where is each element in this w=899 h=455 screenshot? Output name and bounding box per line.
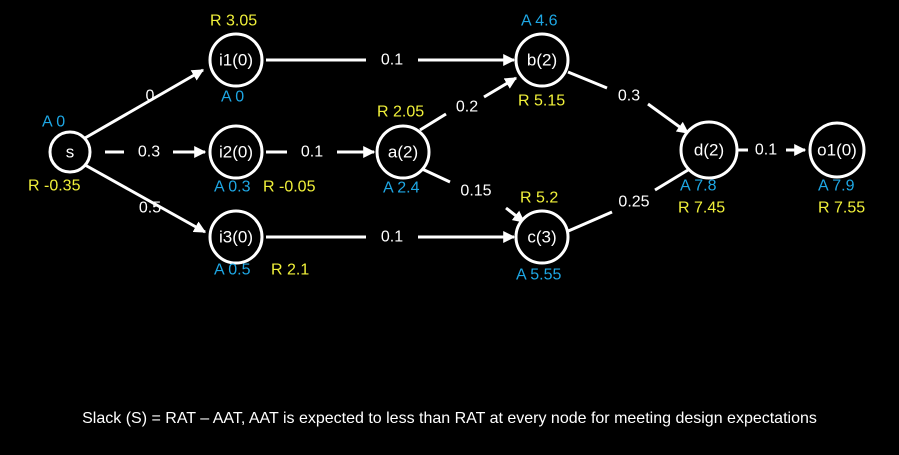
required-o1: R 7.55 bbox=[818, 200, 865, 217]
edge-b-d-b bbox=[647, 102, 689, 135]
node-o1-label: o1(0) bbox=[817, 141, 857, 160]
node-i3-label: i3(0) bbox=[219, 228, 253, 247]
node-i2-label: i2(0) bbox=[219, 143, 253, 162]
arrival-i1: A 0 bbox=[221, 89, 244, 106]
node-b: b(2) bbox=[514, 32, 570, 88]
edge-c-d-a bbox=[565, 210, 613, 234]
node-d-label: d(2) bbox=[694, 141, 724, 160]
node-c-label: c(3) bbox=[527, 228, 556, 247]
arrival-i2: A 0.3 bbox=[214, 179, 251, 196]
edge-b-d-a bbox=[567, 70, 608, 90]
arrival-b: A 4.6 bbox=[521, 13, 558, 30]
edge-a-c-a bbox=[419, 166, 451, 184]
node-a-label: a(2) bbox=[388, 143, 418, 162]
required-a: R 2.05 bbox=[377, 104, 424, 121]
node-b-label: b(2) bbox=[527, 51, 557, 70]
arrival-s: A 0 bbox=[42, 114, 65, 131]
timing-annotations: A 0 R -0.35 R 3.05 A 0 A 0.3 R -0.05 A 0… bbox=[28, 13, 865, 284]
edge-s-i1 bbox=[84, 68, 205, 140]
arrival-o1: A 7.9 bbox=[818, 178, 855, 195]
node-o1: o1(0) bbox=[808, 121, 866, 179]
edge-label-b-d: 0.3 bbox=[618, 88, 640, 105]
node-i1: i1(0) bbox=[208, 32, 264, 88]
edges: 0 0.3 0.5 0.1 0.1 0.1 0.2 0.15 0.3 0.25 … bbox=[84, 52, 807, 246]
arrival-i3: A 0.5 bbox=[214, 262, 251, 279]
node-i1-label: i1(0) bbox=[219, 51, 253, 70]
edge-label-i1-b: 0.1 bbox=[381, 52, 403, 69]
required-i3: R 2.1 bbox=[271, 262, 309, 279]
arrival-c: A 5.55 bbox=[516, 267, 561, 284]
required-i2: R -0.05 bbox=[263, 179, 316, 196]
node-s: s bbox=[48, 130, 92, 174]
node-i3: i3(0) bbox=[208, 209, 264, 265]
edge-a-b-a bbox=[419, 112, 447, 132]
node-c: c(3) bbox=[514, 209, 570, 265]
required-b: R 5.15 bbox=[518, 93, 565, 110]
edge-label-s-i1: 0 bbox=[146, 88, 155, 105]
edge-c-d-b bbox=[654, 168, 689, 192]
arrival-a: A 2.4 bbox=[383, 180, 420, 197]
edge-label-s-i3: 0.5 bbox=[139, 200, 161, 217]
edge-label-a-b: 0.2 bbox=[456, 99, 478, 116]
node-d: d(2) bbox=[679, 120, 739, 180]
edge-label-a-c: 0.15 bbox=[460, 183, 491, 200]
arrival-d: A 7.8 bbox=[680, 178, 717, 195]
edge-label-i2-a: 0.1 bbox=[301, 144, 323, 161]
node-i2: i2(0) bbox=[208, 124, 264, 180]
required-i1: R 3.05 bbox=[210, 13, 257, 30]
edge-label-s-i2: 0.3 bbox=[138, 144, 160, 161]
required-c: R 5.2 bbox=[520, 190, 558, 207]
edge-a-b-b bbox=[483, 76, 518, 99]
edge-label-d-o1: 0.1 bbox=[755, 142, 777, 159]
edge-s-i3 bbox=[84, 163, 207, 234]
slack-caption: Slack (S) = RAT – AAT, AAT is expected t… bbox=[82, 410, 817, 427]
edge-label-c-d: 0.25 bbox=[618, 194, 649, 211]
required-s: R -0.35 bbox=[28, 178, 81, 195]
edge-label-i3-c: 0.1 bbox=[381, 229, 403, 246]
node-s-label: s bbox=[66, 143, 75, 162]
nodes: s i1(0) i2(0) i3(0) a(2) b(2) c(3) d(2) bbox=[48, 32, 866, 265]
required-d: R 7.45 bbox=[678, 200, 725, 217]
node-a: a(2) bbox=[375, 124, 431, 180]
